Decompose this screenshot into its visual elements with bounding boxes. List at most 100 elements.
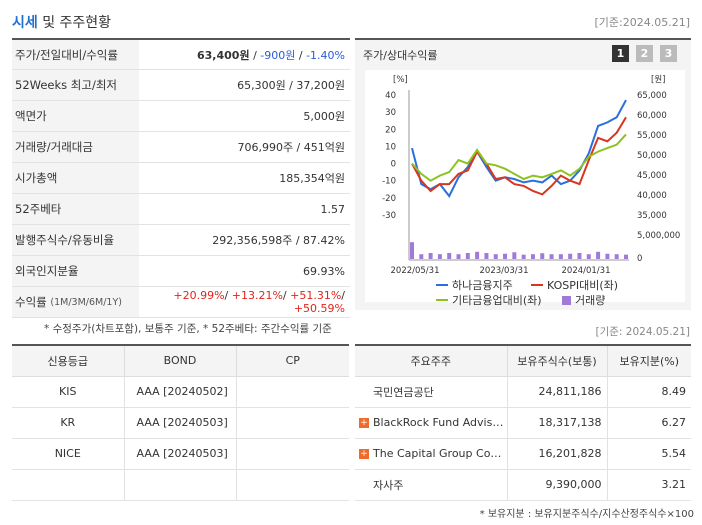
left-tick-label: 0 [391,160,396,170]
volume-bar [428,253,433,259]
holder-shares: 16,201,828 [506,438,607,470]
chart-page-1-button[interactable]: 1 [612,45,629,62]
left-tick-label: -20 [382,194,396,204]
volume-bar [530,254,535,259]
quote-value: 706,990주 / 451억원 [237,141,345,154]
return-1y: +50.59% [293,302,345,315]
quote-label: 액면가 [12,101,139,131]
legend-label: 거래량 [575,294,606,307]
expand-plus-icon[interactable]: + [359,418,369,428]
current-price: 63,400원 [197,48,250,62]
quote-row: 시가총액 185,354억원 [12,163,350,194]
volume-bar [475,251,480,259]
holder-name[interactable]: + The Capital Group Co… [355,438,507,470]
chart-plot: [%] [원] 40 30 20 10 0 -10 -20 -30 65,000 60,000 55,0… [365,70,685,302]
quote-row: 액면가 5,000원 [12,101,350,132]
returns-periods: (1M/3M/6M/1Y) [50,296,122,308]
quote-row-returns: 수익률 (1M/3M/6M/1Y) +20.99%/ +13.21%/ +51.… [12,287,350,318]
return-3m: +13.21% [231,289,283,302]
holder-name[interactable]: + BlackRock Fund Advis… [355,407,507,439]
volume-bar [568,253,573,259]
holder-shares: 9,390,000 [506,469,607,501]
volume-bar [521,254,526,259]
legend-item: 하나금융지주 [436,277,513,293]
rating-agency: KIS [12,376,124,408]
expand-plus-icon[interactable]: + [359,449,369,459]
holder-name-text[interactable]: BlackRock Fund Advis… [373,416,504,429]
volume-bar [419,254,424,259]
cp-rating [235,438,349,470]
rating-agency: NICE [12,438,124,470]
return-1m: +20.99% [173,289,225,302]
bond-rating [123,469,236,501]
legend-label: KOSPI대비(좌) [547,279,619,292]
left-tick-label: -30 [382,211,396,221]
legend-item: KOSPI대비(좌) [531,277,618,293]
quote-value: 69.93% [303,264,345,278]
quote-row-price: 주가/전일대비/수익률 63,400원 / -900원 / -1.40% [12,40,350,70]
table-row: + BlackRock Fund Advis… 18,317,138 6.27 [355,407,691,439]
x-tick-label: 2022/05/31 [391,266,440,276]
price-change: -900원 [260,48,296,62]
column-header: 주요주주 [355,345,507,377]
title-highlight: 시세 [12,15,38,31]
volume-bar [512,252,517,259]
table-row: KR AAA [20240503] [12,407,349,439]
volume-bar [549,254,554,259]
return-6m: +51.31% [290,289,342,302]
volume-bar [586,254,591,259]
quote-value: 185,354억원 [279,172,345,185]
column-header: BOND [123,345,236,377]
quote-row: 거래량/거래대금 706,990주 / 451억원 [12,132,350,163]
volume-bar [614,254,619,259]
volume-bar [503,253,508,259]
volume-bar [484,253,489,259]
volume-bar [437,254,442,259]
column-header: CP [235,345,349,377]
quote-row: 52주베타 1.57 [12,194,350,225]
shareholders-table: 주요주주 보유주식수(보통) 보유지분(%) 국민연금공단 24,811,186… [355,344,691,501]
holder-name-text[interactable]: The Capital Group Co… [373,447,502,460]
table-header-row: 주요주주 보유주식수(보통) 보유지분(%) [355,345,691,377]
cp-rating [235,376,349,408]
table-row [12,469,349,501]
cp-rating [235,407,349,439]
quote-table: 주가/전일대비/수익률 63,400원 / -900원 / -1.40% 52W… [12,38,350,318]
left-axis-unit: [%] [393,75,408,85]
table-row: 자사주 9,390,000 3.21 [355,469,691,501]
cp-rating [235,469,349,501]
left-tick-label: 20 [385,125,396,135]
holder-pct: 8.49 [606,376,691,408]
left-tick-label: 10 [385,142,396,152]
table-row: KIS AAA [20240502] [12,376,349,408]
volume-bar [410,242,414,259]
chart-page-3-button[interactable]: 3 [660,45,677,62]
holder-name: 자사주 [355,469,507,501]
legend-line-icon [436,284,448,286]
quote-label: 거래량/거래대금 [12,132,139,162]
chart-title: 주가/상대수익률 [363,49,438,62]
quote-value: 65,300원 / 37,200원 [237,79,345,92]
volume-bar [465,253,470,259]
x-tick-label: 2023/03/31 [480,266,529,276]
quote-value: 1.57 [320,202,346,216]
section-title: 시세 및 주주현황 [12,12,111,32]
bond-rating: AAA [20240503] [123,407,236,439]
quote-value: +20.99%/ +13.21%/ +51.31%/ +50.59% [173,289,345,315]
volume-tick-label: 5,000,000 [637,231,680,241]
holder-pct: 5.54 [606,438,691,470]
series-line [411,116,627,196]
legend-label: 하나금융지주 [452,279,513,292]
quote-label: 52Weeks 최고/최저 [12,70,139,100]
legend-item: 기타금융업대비(좌) [436,292,542,308]
table-row: + The Capital Group Co… 16,201,828 5.54 [355,438,691,470]
right-tick-label: 35,000 [637,211,667,221]
legend-line-icon [436,299,448,301]
holder-name-text: 자사주 [373,478,404,492]
quote-label: 주가/전일대비/수익률 [12,40,139,69]
right-tick-label: 45,000 [637,171,667,181]
chart-page-2-button[interactable]: 2 [636,45,653,62]
footnote: * 수정주가(차트포함), 보통주 기준, * 52주베타: 주간수익률 기준 [44,323,332,335]
column-header: 보유지분(%) [606,345,691,377]
bond-rating: AAA [20240502] [123,376,236,408]
